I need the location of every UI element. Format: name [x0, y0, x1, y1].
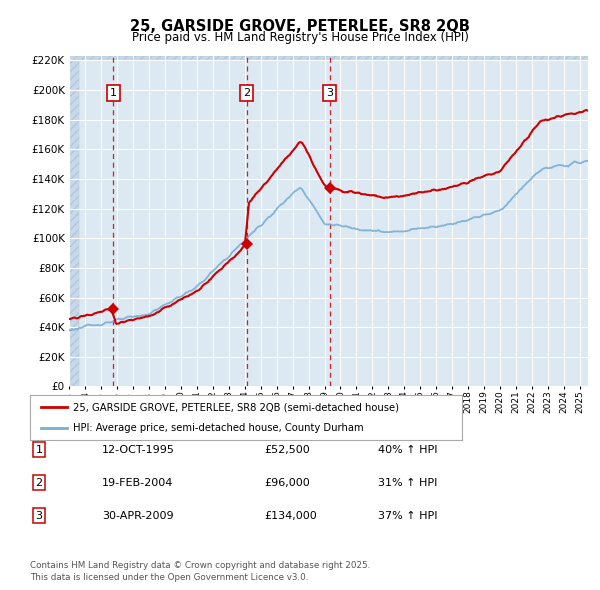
Text: HPI: Average price, semi-detached house, County Durham: HPI: Average price, semi-detached house,… — [73, 422, 364, 432]
Text: £134,000: £134,000 — [264, 511, 317, 520]
Text: 25, GARSIDE GROVE, PETERLEE, SR8 2QB: 25, GARSIDE GROVE, PETERLEE, SR8 2QB — [130, 19, 470, 34]
Text: 1: 1 — [110, 88, 117, 98]
Text: 3: 3 — [35, 511, 43, 520]
Text: Contains HM Land Registry data © Crown copyright and database right 2025.: Contains HM Land Registry data © Crown c… — [30, 560, 370, 570]
Text: Price paid vs. HM Land Registry's House Price Index (HPI): Price paid vs. HM Land Registry's House … — [131, 31, 469, 44]
Text: 1: 1 — [35, 445, 43, 454]
Text: 12-OCT-1995: 12-OCT-1995 — [102, 445, 175, 454]
Text: 40% ↑ HPI: 40% ↑ HPI — [378, 445, 437, 454]
Text: 31% ↑ HPI: 31% ↑ HPI — [378, 478, 437, 487]
Text: £96,000: £96,000 — [264, 478, 310, 487]
Text: 25, GARSIDE GROVE, PETERLEE, SR8 2QB (semi-detached house): 25, GARSIDE GROVE, PETERLEE, SR8 2QB (se… — [73, 402, 399, 412]
Text: £52,500: £52,500 — [264, 445, 310, 454]
Text: 3: 3 — [326, 88, 333, 98]
Text: 19-FEB-2004: 19-FEB-2004 — [102, 478, 173, 487]
Text: This data is licensed under the Open Government Licence v3.0.: This data is licensed under the Open Gov… — [30, 572, 308, 582]
Bar — [69, 56, 588, 61]
Bar — [69, 56, 79, 386]
Text: 30-APR-2009: 30-APR-2009 — [102, 511, 173, 520]
Text: 37% ↑ HPI: 37% ↑ HPI — [378, 511, 437, 520]
Text: 2: 2 — [35, 478, 43, 487]
Text: 2: 2 — [243, 88, 250, 98]
